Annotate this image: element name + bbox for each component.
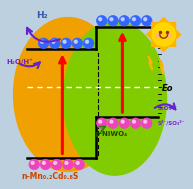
Circle shape (130, 15, 141, 26)
Text: p-NiWO₄: p-NiWO₄ (94, 131, 127, 137)
Circle shape (110, 18, 113, 21)
Text: n-Mn₀.₂Cd₀.₈S: n-Mn₀.₂Cd₀.₈S (21, 172, 78, 181)
Circle shape (96, 15, 107, 26)
Circle shape (38, 38, 49, 49)
Ellipse shape (14, 18, 122, 171)
Circle shape (52, 159, 62, 170)
Circle shape (74, 159, 85, 170)
Circle shape (152, 23, 175, 46)
Text: S₂O₃²⁻: S₂O₃²⁻ (158, 105, 178, 111)
Text: S²⁻/SO₃²⁻: S²⁻/SO₃²⁻ (158, 120, 185, 125)
Polygon shape (146, 17, 181, 52)
Circle shape (141, 15, 152, 26)
Circle shape (108, 118, 118, 129)
Circle shape (63, 40, 66, 43)
Circle shape (54, 161, 57, 164)
Circle shape (144, 120, 147, 123)
Circle shape (119, 15, 130, 26)
Text: H₂O/H⁺: H₂O/H⁺ (6, 59, 33, 65)
Circle shape (167, 33, 171, 38)
Circle shape (31, 161, 34, 164)
Circle shape (85, 40, 89, 43)
Circle shape (121, 120, 124, 123)
Circle shape (76, 161, 79, 164)
Circle shape (156, 33, 161, 38)
Circle shape (141, 118, 152, 129)
Circle shape (121, 18, 124, 21)
Text: H₂: H₂ (36, 11, 48, 20)
Circle shape (65, 161, 68, 164)
Circle shape (144, 18, 147, 21)
Circle shape (99, 18, 102, 21)
Circle shape (50, 38, 60, 49)
Circle shape (42, 161, 45, 164)
Circle shape (132, 18, 135, 21)
Circle shape (132, 120, 135, 123)
Circle shape (72, 38, 83, 49)
Ellipse shape (63, 21, 167, 175)
Circle shape (110, 120, 113, 123)
Circle shape (61, 38, 71, 49)
Circle shape (41, 40, 43, 43)
Circle shape (40, 159, 51, 170)
Circle shape (130, 118, 141, 129)
Circle shape (108, 15, 118, 26)
Circle shape (119, 118, 130, 129)
Circle shape (29, 159, 40, 170)
Circle shape (52, 40, 55, 43)
Circle shape (83, 38, 94, 49)
Circle shape (99, 120, 102, 123)
Circle shape (74, 40, 77, 43)
Circle shape (63, 159, 73, 170)
Circle shape (96, 118, 107, 129)
Text: Eᴏ: Eᴏ (162, 84, 173, 93)
